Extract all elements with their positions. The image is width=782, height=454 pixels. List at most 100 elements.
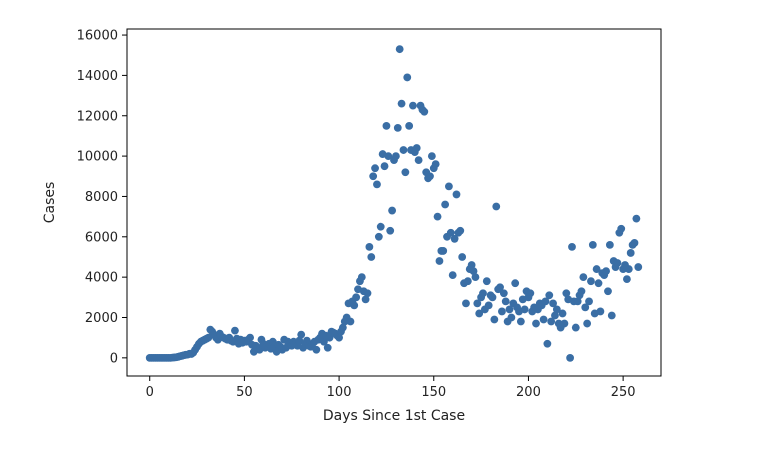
data-point — [373, 180, 381, 189]
data-point — [479, 289, 487, 298]
data-point — [458, 253, 467, 261]
data-point — [365, 242, 374, 251]
y-axis-label: Cases — [42, 182, 58, 224]
data-point — [350, 301, 359, 310]
data-point — [623, 275, 631, 284]
data-point — [592, 265, 601, 273]
data-point — [367, 253, 376, 261]
data-point — [431, 160, 440, 169]
data-point — [473, 299, 482, 308]
data-point — [445, 182, 453, 191]
data-point — [605, 240, 614, 249]
y-tick-label: 4000 — [85, 271, 118, 286]
data-point — [433, 212, 442, 221]
data-point — [346, 317, 355, 326]
data-point — [566, 353, 575, 362]
data-point — [335, 333, 343, 342]
y-axis-ticks: 0 2000 4000 6000 8000 10000 12000 14000 16000 — [77, 29, 127, 366]
data-point — [393, 123, 402, 132]
data-point — [448, 271, 457, 280]
data-point — [579, 273, 588, 282]
data-point — [526, 289, 535, 298]
x-tick-label: 0 — [146, 385, 154, 400]
data-point — [585, 297, 593, 306]
data-point — [352, 293, 361, 302]
data-point — [624, 265, 633, 273]
data-point — [602, 267, 610, 275]
data-point — [391, 152, 400, 161]
data-point — [498, 307, 506, 316]
data-point — [634, 263, 643, 271]
data-point — [571, 323, 580, 332]
data-point — [374, 232, 383, 241]
y-tick-label: 12000 — [77, 109, 118, 124]
data-point — [490, 315, 499, 324]
data-point — [626, 249, 635, 257]
data-point — [403, 73, 412, 82]
data-point — [532, 319, 540, 328]
y-tick-label: 10000 — [77, 150, 118, 165]
data-point — [543, 339, 552, 348]
data-point — [471, 273, 480, 282]
data-point — [435, 257, 444, 265]
data-point — [539, 315, 548, 324]
data-point — [632, 214, 641, 223]
data-point — [594, 279, 603, 288]
data-point — [596, 307, 605, 316]
data-point — [462, 299, 470, 308]
data-point — [371, 164, 379, 173]
y-tick-label: 6000 — [85, 230, 118, 245]
data-point — [231, 326, 239, 335]
data-point — [357, 273, 366, 282]
data-point — [441, 200, 450, 209]
data-point — [338, 323, 347, 332]
data-point — [439, 247, 448, 255]
y-tick-label: 0 — [110, 351, 118, 366]
data-point — [384, 152, 393, 161]
data-point — [573, 297, 582, 306]
data-point — [323, 343, 332, 352]
data-point — [420, 107, 429, 116]
data-point — [401, 168, 410, 177]
data-point — [547, 317, 556, 326]
data-point — [427, 152, 436, 161]
data-point — [475, 309, 484, 318]
data-point — [446, 228, 455, 237]
data-point — [552, 305, 561, 314]
data-point — [409, 101, 417, 110]
data-point — [482, 277, 491, 286]
data-point — [450, 234, 459, 243]
plot-area — [126, 28, 662, 377]
data-point — [386, 226, 395, 235]
data-point — [397, 99, 406, 108]
data-point — [382, 121, 391, 130]
data-point — [463, 277, 472, 286]
data-point — [613, 259, 622, 267]
y-tick-label: 16000 — [77, 29, 118, 44]
plot-frame — [126, 28, 662, 377]
data-point — [560, 319, 569, 328]
data-point — [581, 303, 590, 312]
data-point — [452, 190, 461, 199]
data-point — [297, 330, 306, 339]
data-point — [588, 240, 597, 249]
data-point — [496, 283, 504, 292]
data-point — [405, 121, 414, 130]
data-point — [376, 222, 385, 231]
data-point — [545, 291, 554, 300]
y-tick-label: 8000 — [85, 190, 118, 205]
x-tick-label: 150 — [421, 385, 446, 400]
data-point — [520, 305, 529, 314]
data-point — [501, 297, 510, 306]
data-point — [551, 311, 559, 320]
y-tick-label: 14000 — [77, 69, 118, 84]
y-tick-label: 2000 — [85, 311, 118, 326]
data-point — [516, 317, 525, 326]
data-point — [492, 202, 501, 211]
data-point — [505, 305, 514, 314]
data-point — [507, 313, 516, 322]
data-point — [604, 287, 612, 296]
x-axis-label: Days Since 1st Case — [323, 408, 465, 424]
data-point — [484, 301, 493, 310]
